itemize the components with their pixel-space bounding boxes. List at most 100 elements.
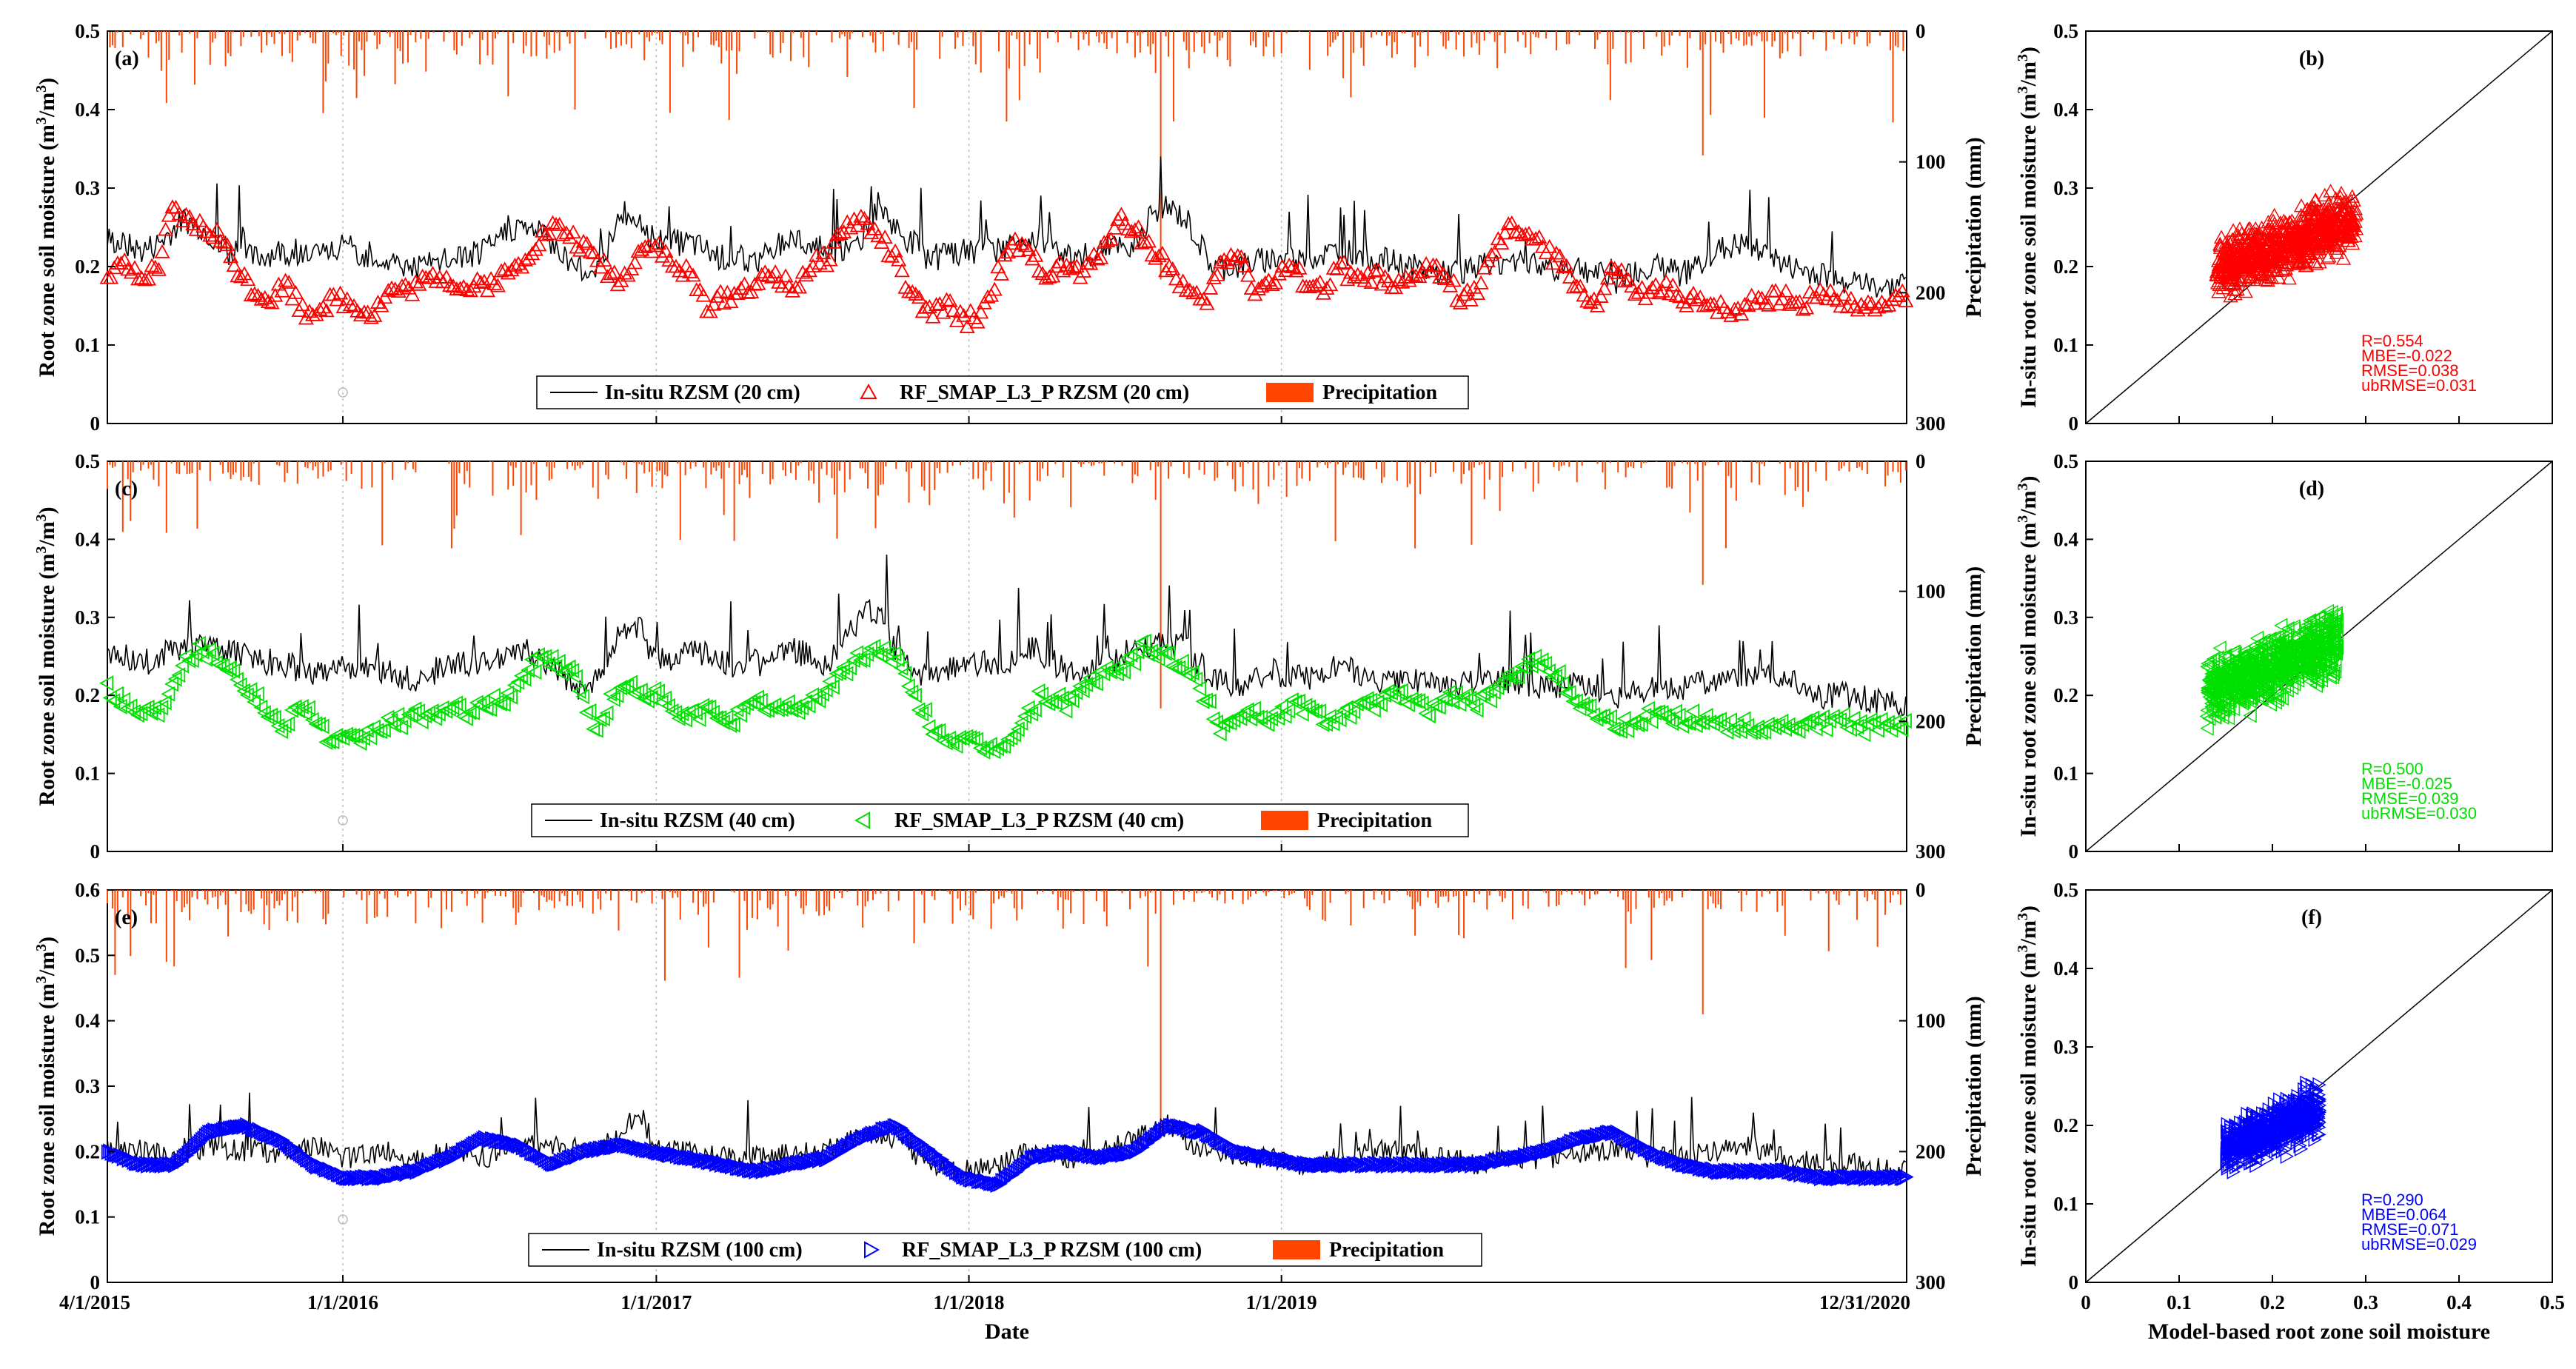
scatter-marker bbox=[2293, 198, 2309, 212]
scatter-marker bbox=[2237, 253, 2253, 268]
y2tick-label: 200 bbox=[1916, 710, 1946, 732]
model-marker bbox=[1809, 289, 1825, 304]
y-axis-label: Root zone soil moisture (m3/m3) bbox=[33, 78, 59, 377]
superscript: 3 bbox=[33, 514, 50, 521]
model-marker bbox=[921, 1141, 936, 1157]
model-marker bbox=[899, 1125, 914, 1142]
model-marker bbox=[1226, 712, 1241, 728]
scatter-marker bbox=[2275, 690, 2289, 706]
model-marker bbox=[1856, 1169, 1871, 1185]
model-marker bbox=[253, 699, 268, 715]
scatter-marker bbox=[2240, 232, 2255, 247]
model-marker bbox=[1782, 1164, 1796, 1180]
scatter-marker bbox=[2314, 634, 2329, 650]
model-marker bbox=[797, 1154, 812, 1171]
model-marker bbox=[699, 1151, 714, 1168]
model-marker bbox=[1647, 705, 1662, 721]
model-marker bbox=[1257, 275, 1274, 289]
scatter-marker bbox=[2270, 240, 2286, 254]
scatter-marker bbox=[2307, 193, 2323, 207]
model-marker bbox=[341, 1170, 355, 1186]
ytick-label: 0.3 bbox=[75, 606, 100, 629]
model-marker bbox=[675, 706, 689, 722]
scatter-marker bbox=[2204, 696, 2218, 712]
y-axis-label: Root zone soil moisture (m3/m3) bbox=[33, 937, 59, 1236]
model-marker bbox=[1757, 295, 1773, 310]
model-marker bbox=[736, 276, 753, 291]
model-marker bbox=[956, 307, 972, 322]
scatter-marker bbox=[2225, 659, 2239, 675]
model-marker bbox=[887, 243, 903, 258]
model-marker bbox=[1630, 717, 1645, 733]
scatter-marker bbox=[2329, 245, 2345, 259]
plot-frame bbox=[107, 889, 1907, 1283]
model-marker bbox=[650, 683, 665, 700]
model-marker bbox=[1163, 1117, 1178, 1134]
model-marker bbox=[1538, 655, 1553, 672]
model-marker bbox=[1641, 700, 1655, 717]
scatter-marker bbox=[2244, 238, 2261, 253]
legend: In-situ RZSM (20 cm) RF_SMAP_L3_P RZSM (2… bbox=[536, 375, 1469, 409]
model-marker bbox=[476, 273, 492, 288]
model-marker bbox=[1103, 231, 1120, 246]
model-marker bbox=[757, 264, 773, 279]
model-marker bbox=[1843, 290, 1859, 305]
ytick-label: 0.2 bbox=[75, 684, 100, 706]
scatter-marker bbox=[2335, 228, 2351, 242]
model-marker bbox=[1898, 292, 1914, 307]
model-marker bbox=[1894, 721, 1909, 737]
model-marker bbox=[805, 258, 821, 272]
model-marker bbox=[1651, 285, 1667, 300]
legend-model-label: RF_SMAP_L3_P RZSM (20 cm) bbox=[900, 381, 1189, 404]
model-marker bbox=[298, 706, 312, 722]
model-marker bbox=[123, 264, 139, 279]
model-marker bbox=[1058, 703, 1073, 719]
model-marker bbox=[1288, 263, 1304, 278]
model-marker bbox=[1432, 270, 1448, 284]
model-marker bbox=[675, 267, 691, 282]
scatter-marker bbox=[2223, 289, 2238, 303]
label-part: ) bbox=[35, 78, 59, 85]
model-marker bbox=[822, 673, 837, 689]
model-marker bbox=[643, 689, 658, 706]
model-marker bbox=[1791, 723, 1806, 740]
model-marker bbox=[445, 278, 461, 293]
model-marker bbox=[281, 274, 297, 289]
scatter-marker bbox=[2286, 250, 2301, 264]
model-marker bbox=[1363, 275, 1379, 289]
model-marker bbox=[1311, 703, 1326, 720]
model-marker bbox=[1205, 270, 1222, 284]
model-marker bbox=[949, 737, 963, 754]
model-marker bbox=[1476, 686, 1491, 702]
scatter-marker bbox=[2318, 635, 2332, 651]
model-marker bbox=[997, 738, 1011, 754]
model-marker bbox=[836, 1142, 851, 1158]
model-marker bbox=[1267, 704, 1282, 720]
model-marker bbox=[688, 705, 703, 721]
model-marker bbox=[1634, 280, 1650, 294]
model-marker bbox=[198, 651, 213, 667]
scatter-marker bbox=[2285, 227, 2301, 241]
model-marker bbox=[1319, 716, 1334, 732]
model-marker bbox=[815, 245, 832, 260]
scatter-marker bbox=[2266, 670, 2281, 686]
legend-box bbox=[528, 1233, 1482, 1267]
model-marker bbox=[925, 309, 941, 324]
scatter-marker bbox=[2227, 237, 2243, 252]
model-marker bbox=[896, 1122, 911, 1138]
scatter-marker bbox=[2232, 693, 2247, 709]
model-marker bbox=[113, 255, 130, 270]
model-marker bbox=[462, 283, 478, 298]
model-marker bbox=[1716, 300, 1733, 315]
scatter-marker bbox=[2269, 663, 2283, 679]
scatter-marker bbox=[2221, 275, 2237, 289]
model-marker bbox=[1616, 273, 1633, 288]
model-marker bbox=[1100, 233, 1116, 247]
model-marker bbox=[240, 272, 256, 287]
model-marker bbox=[1123, 224, 1140, 238]
model-marker bbox=[1170, 1118, 1185, 1134]
insitu-series-line bbox=[107, 156, 1907, 299]
model-marker bbox=[452, 281, 469, 295]
scatter-marker bbox=[2244, 672, 2258, 688]
model-marker bbox=[476, 694, 491, 710]
